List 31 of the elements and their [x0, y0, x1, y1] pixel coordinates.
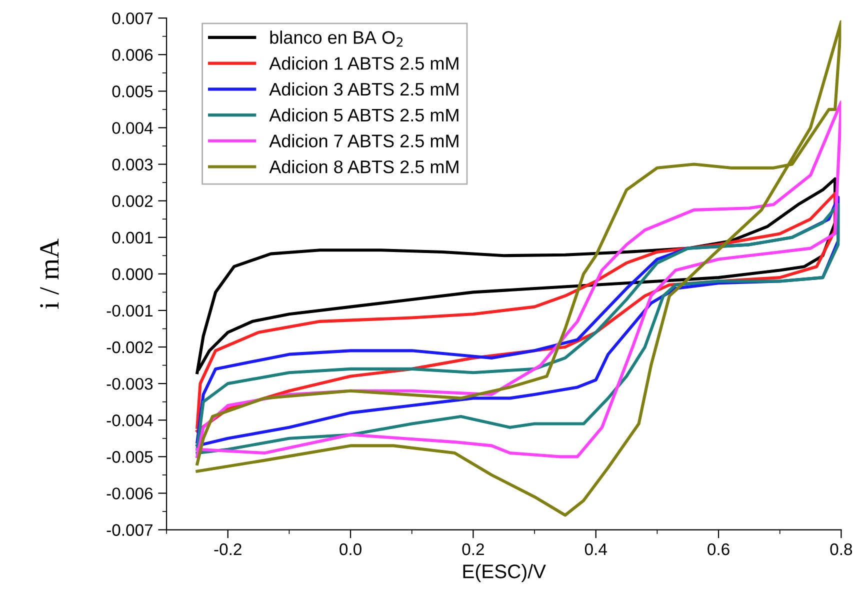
x-tick-label: 0.0	[340, 543, 362, 556]
y-tick-label: 0.003	[112, 158, 153, 170]
legend-label: Adicion 1 ABTS 2.5 mM	[269, 56, 458, 70]
y-tick-label: 0.004	[112, 122, 153, 134]
line-series	[196, 20, 842, 517]
x-tick-label: -0.2	[214, 543, 242, 556]
y-tick-label: -0.004	[106, 414, 153, 426]
x-tick-label: 0.8	[830, 543, 852, 556]
y-tick-label: 0.005	[112, 86, 153, 98]
y-tick-label: -0.002	[106, 341, 153, 354]
legend-label: Adicion 5 ABTS 2.5 mM	[269, 108, 458, 122]
x-tick-label: 0.6	[708, 543, 730, 556]
y-tick-label: 0.007	[112, 12, 153, 24]
x-tick-label: 0.2	[462, 543, 484, 556]
y-tick-label: 0.000	[112, 268, 153, 280]
legend-label: Adicion 3 ABTS 2.5 mM	[269, 82, 458, 96]
x-tick-label: 0.4	[584, 543, 607, 556]
y-tick-label: -0.007	[106, 524, 153, 536]
legend-label: blanco en BA O$_{2}$	[270, 30, 403, 47]
y-axis-title: i / mA	[40, 238, 59, 309]
y-tick-label: -0.001	[106, 304, 153, 317]
legend-label: Adicion 8 ABTS 2.5 mM	[269, 160, 458, 174]
y-tick-label: 0.001	[112, 232, 153, 244]
legend-label: Adicion 7 ABTS 2.5 mM	[269, 134, 458, 148]
y-tick-label: -0.005	[106, 451, 153, 463]
y-tick-label: 0.006	[112, 49, 153, 61]
y-tick-label: 0.002	[112, 195, 153, 208]
y-tick-label: -0.003	[106, 378, 153, 390]
line-series	[196, 100, 842, 458]
y-tick-label: -0.006	[106, 488, 153, 500]
x-axis-title: E(ESC)/V	[463, 564, 546, 582]
